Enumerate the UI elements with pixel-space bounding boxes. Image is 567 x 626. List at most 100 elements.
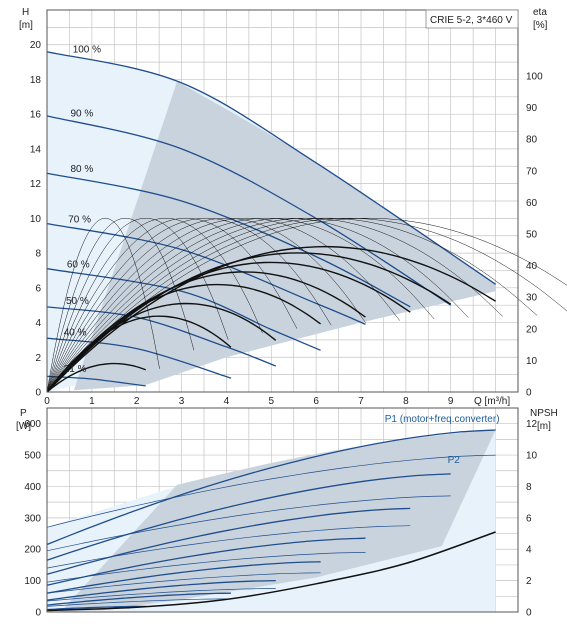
efficiency-reference-curve bbox=[46, 217, 195, 393]
power-tick-label: 600 bbox=[24, 419, 41, 430]
power-chart-ticks: 0 100 200 300 400 500 600 0 2 4 6 8 10 12 bbox=[24, 419, 537, 618]
speed-label: 40 % bbox=[64, 327, 87, 338]
eta-tick-label: 30 bbox=[526, 293, 538, 304]
power-series-labels: P1 (motor+freq.converter) P2 bbox=[385, 414, 500, 466]
flow-tick-label: 5 bbox=[269, 396, 275, 407]
eta-tick-label: 80 bbox=[526, 135, 538, 146]
head-curve-70 bbox=[46, 222, 366, 325]
p2-curve-100 bbox=[46, 454, 496, 528]
eta-tick-label: 70 bbox=[526, 166, 538, 177]
head-tick-label: 6 bbox=[35, 283, 41, 294]
head-chart-border bbox=[46, 9, 519, 393]
power-chart-frame bbox=[46, 407, 519, 613]
flow-tick-label: 7 bbox=[358, 396, 364, 407]
power-tick-label: 200 bbox=[24, 545, 41, 556]
head-axis-label: H bbox=[22, 7, 29, 18]
p1-curve-40 bbox=[46, 592, 231, 606]
head-curve-50 bbox=[46, 306, 277, 367]
efficiency-reference-curve bbox=[46, 217, 263, 393]
power-tick-label: 100 bbox=[24, 576, 41, 587]
efficiency-reference-curve bbox=[46, 217, 503, 393]
head-tick-label: 16 bbox=[30, 110, 42, 121]
efficiency-reference-curve bbox=[46, 217, 538, 393]
grey-operating-envelope bbox=[73, 81, 496, 391]
flow-tick-label: 9 bbox=[448, 396, 454, 407]
chart-title: CRIE 5-2, 3*460 V bbox=[430, 15, 513, 26]
npsh-tick-label: 2 bbox=[526, 576, 532, 587]
head-tick-label: 2 bbox=[35, 353, 41, 364]
speed-label: 21 % bbox=[64, 364, 87, 375]
power-tick-label: 500 bbox=[24, 451, 41, 462]
head-chart-ticks: 0246810121416182001020304050607080901000… bbox=[30, 40, 543, 407]
efficiency-reference-curve bbox=[46, 217, 332, 393]
head-tick-label: 4 bbox=[35, 318, 41, 329]
eta-axis-unit: [%] bbox=[533, 20, 548, 31]
power-tick-label: 0 bbox=[35, 608, 41, 619]
flow-tick-label: 4 bbox=[224, 396, 230, 407]
p2-curve-50 bbox=[46, 588, 276, 602]
p2-curve-90 bbox=[46, 495, 451, 552]
eta-tick-label: 90 bbox=[526, 103, 538, 114]
head-tick-label: 8 bbox=[35, 249, 41, 260]
head-curve-100 bbox=[46, 51, 496, 285]
power-series-label: P1 (motor+freq.converter) bbox=[385, 414, 500, 425]
speed-label: 90 % bbox=[70, 109, 93, 120]
power-series-label: P2 bbox=[448, 455, 461, 466]
flow-tick-label: 0 bbox=[44, 396, 50, 407]
p1-curve-100 bbox=[46, 429, 496, 546]
p1-curve-50 bbox=[46, 579, 276, 601]
head-curve-90 bbox=[46, 115, 452, 306]
head-tick-label: 18 bbox=[30, 75, 42, 86]
p2-curve-60 bbox=[46, 572, 321, 594]
npsh-tick-label: 10 bbox=[526, 451, 538, 462]
p1-curve-60 bbox=[46, 561, 321, 594]
head-axis-unit: [m] bbox=[19, 20, 33, 31]
eta-tick-label: 0 bbox=[526, 388, 532, 399]
flow-tick-label: 1 bbox=[89, 396, 95, 407]
npsh-axis-unit: [m] bbox=[537, 421, 551, 432]
npsh-curve bbox=[46, 531, 496, 612]
speed-label: 70 % bbox=[68, 215, 91, 226]
npsh-tick-label: 8 bbox=[526, 482, 532, 493]
npsh-tick-label: 0 bbox=[526, 608, 532, 619]
power-axis-unit: [W] bbox=[16, 421, 31, 432]
efficiency-reference-curve bbox=[46, 217, 567, 393]
power-chart-border bbox=[46, 407, 519, 613]
speed-label: 50 % bbox=[66, 296, 89, 307]
eta-tick-label: 20 bbox=[526, 324, 538, 335]
p2-curve-40 bbox=[46, 598, 231, 607]
flow-axis-label: Q [m³/h] bbox=[474, 396, 510, 407]
power-chart-curves bbox=[46, 429, 496, 612]
npsh-tick-label: 6 bbox=[526, 513, 532, 524]
head-curve-80 bbox=[46, 172, 411, 308]
p1-curve-80 bbox=[46, 507, 411, 575]
eta-tick-label: 100 bbox=[526, 72, 543, 83]
p2-curve-70 bbox=[46, 552, 366, 583]
power-tick-label: 300 bbox=[24, 513, 41, 524]
flow-tick-label: 8 bbox=[403, 396, 409, 407]
efficiency-reference-curve bbox=[46, 217, 400, 393]
power-tick-label: 400 bbox=[24, 482, 41, 493]
head-tick-label: 14 bbox=[30, 144, 42, 155]
p1-curve-70 bbox=[46, 537, 366, 586]
eta-tick-label: 60 bbox=[526, 198, 538, 209]
flow-tick-label: 6 bbox=[313, 396, 319, 407]
head-tick-label: 0 bbox=[35, 388, 41, 399]
head-curve-60 bbox=[46, 268, 321, 351]
flow-tick-label: 3 bbox=[179, 396, 185, 407]
title-box bbox=[425, 9, 519, 29]
head-tick-label: 12 bbox=[30, 179, 42, 190]
speed-label: 80 % bbox=[70, 164, 93, 175]
speed-label: 100 % bbox=[73, 44, 101, 55]
flow-tick-label: 2 bbox=[134, 396, 140, 407]
p1-curve-90 bbox=[46, 473, 451, 561]
speed-labels: 100 % 90 % 80 % 70 % 60 % 50 % 40 % 21 % bbox=[64, 44, 101, 374]
head-chart-curves bbox=[46, 51, 567, 393]
efficiency-reference-curve bbox=[46, 217, 469, 393]
efficiency-reference-curve bbox=[46, 217, 298, 393]
p2-curve-80 bbox=[46, 525, 411, 569]
head-tick-label: 10 bbox=[30, 214, 42, 225]
npsh-axis-label: NPSH bbox=[530, 408, 558, 419]
head-curve-40 bbox=[46, 337, 232, 379]
